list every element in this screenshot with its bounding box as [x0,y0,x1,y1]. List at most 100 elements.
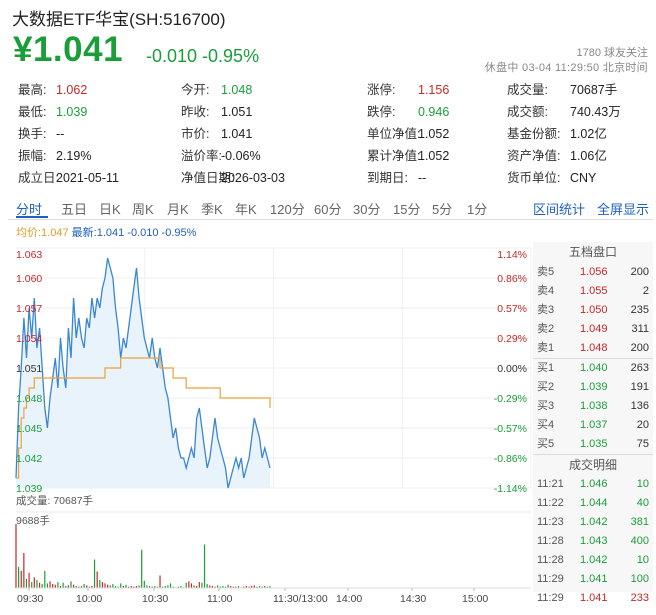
quote-label: 基金份额: [507,127,561,141]
time-tick-label: 09:30 [17,593,43,605]
range-stats-link[interactable]: 区间统计 [533,202,586,217]
quote-value: -- [56,127,65,141]
trade-row-price: 1.046 [580,478,608,490]
trade-row-volume: 400 [630,535,649,547]
quote-cell: 累计净值: 1.052 [367,146,449,167]
tab-period[interactable]: 五日 [61,202,88,217]
trade-row-label: 11:23 [537,516,564,528]
tab-period[interactable]: 30分 [353,202,381,217]
trade-row-label: 11:29 [537,573,564,585]
quote-value: 1.052 [418,127,450,141]
volume-bar [88,586,90,588]
quote-cell: 净值日期: 2026-03-03 [181,168,285,189]
tab-period[interactable]: 分时 [16,202,43,217]
trade-row: 11:29 1.041 100 [533,570,653,589]
tab-period[interactable]: 60分 [314,202,342,217]
bid-row-label: 买5 [537,438,555,450]
tab-period[interactable]: 季K [201,202,223,217]
ask-row-label: 卖2 [537,323,555,335]
quote-cell: 市价: 1.041 [181,124,252,145]
trade-row: 11:28 1.043 400 [533,532,653,551]
quote-value: 2.19% [56,149,92,163]
ask-row-volume: 311 [631,323,649,335]
ask-row-label: 卖4 [537,285,555,297]
price-tick-label: 1.063 [16,249,42,261]
trade-row-volume: 10 [636,478,649,490]
quote-label: 昨收: [181,105,210,119]
volume-bar [256,586,258,588]
quote-label: 今开: [181,83,210,97]
quote-cell: 资产净值: 1.06亿 [507,146,607,167]
tab-period[interactable]: 120分 [270,202,305,217]
volume-bar [133,586,135,588]
bid-row: 买2 1.039 191 [533,378,653,397]
followers-count[interactable]: 1780 球友关注 [576,47,648,59]
bid-row-volume: 136 [630,400,649,412]
trade-row-price: 1.041 [580,592,608,604]
bid-row-label: 买3 [537,400,555,412]
quote-value: -0.06% [221,149,261,163]
volume-bar [185,582,187,588]
quote-cell: 溢价率: -0.06% [181,146,261,167]
current-price: ¥1.041 [13,30,124,69]
quote-value: 1.039 [56,105,88,119]
tab-period[interactable]: 日K [99,202,121,217]
ask-row-label: 卖5 [537,266,555,278]
trade-row-price: 1.043 [580,535,608,547]
quote-label: 最高: [18,83,47,97]
tab-period[interactable]: 月K [167,202,189,217]
volume-bar [122,586,124,588]
volume-bar [127,586,130,588]
quote-value: 1.062 [56,83,88,97]
volume-bar [104,583,106,588]
volume-bar [112,584,114,588]
quote-label: 换手: [18,127,47,141]
trade-row-price: 1.041 [580,573,608,585]
order-book-title: 五档盘口 [568,245,617,259]
ask-row-volume: 235 [630,304,649,316]
volume-bar [125,584,127,588]
fullscreen-link[interactable]: 全屏显示 [597,202,650,217]
volume-bar [130,586,132,588]
ask-row-price: 1.050 [580,304,608,316]
volume-bar [70,581,72,588]
volume-bar [177,586,179,588]
tab-period[interactable]: 周K [132,202,154,217]
ask-row-price: 1.048 [580,342,608,354]
volume-bar [99,580,101,588]
trade-row: 11:23 1.042 381 [533,513,653,532]
active-tab-indicator [16,216,48,218]
quote-label: 成立日: [18,171,59,185]
tab-period[interactable]: 1分 [467,202,488,217]
volume-bar [44,570,46,588]
trade-row-volume: 100 [630,573,649,585]
tab-period[interactable]: 15分 [393,202,421,217]
quote-cell: 单位净值: 1.052 [367,124,449,145]
volume-bar [52,584,54,588]
bid-row-label: 买4 [537,419,555,431]
volume-bar [80,586,83,588]
ask-row-volume: 2 [642,285,649,297]
volume-bar [75,586,77,588]
volume-bar [151,586,153,588]
quote-value: 1.048 [221,83,253,97]
ask-row: 卖4 1.055 2 [533,282,653,301]
volume-bar [264,586,266,588]
tab-period[interactable]: 5分 [432,202,453,217]
volume-bar [36,580,38,588]
quote-label: 最低: [18,105,47,119]
quote-label: 到期日: [367,171,408,185]
intraday-chart[interactable]: 1.063 1.14% 1.060 0.86% 1.057 0.57% 1.054 0.29%… [0,236,533,606]
quote-value: 1.156 [418,83,450,97]
price-tick-label: 1.060 [16,273,42,285]
volume-bar [235,586,237,588]
quote-value: 1.06亿 [570,149,607,163]
fund-title: 大数据ETF华宝(SH:516700) [12,10,226,29]
latest-price-label: 最新:1.041 -0.010 -0.95% [71,227,197,239]
price-tick-label: 1.054 [16,333,42,345]
tab-period[interactable]: 年K [235,202,257,217]
volume-bar [203,544,206,588]
quote-label: 成交额: [507,105,548,119]
quote-cell: 成交量: 70687手 [507,80,617,101]
pct-tick-label: -0.29% [494,393,527,405]
